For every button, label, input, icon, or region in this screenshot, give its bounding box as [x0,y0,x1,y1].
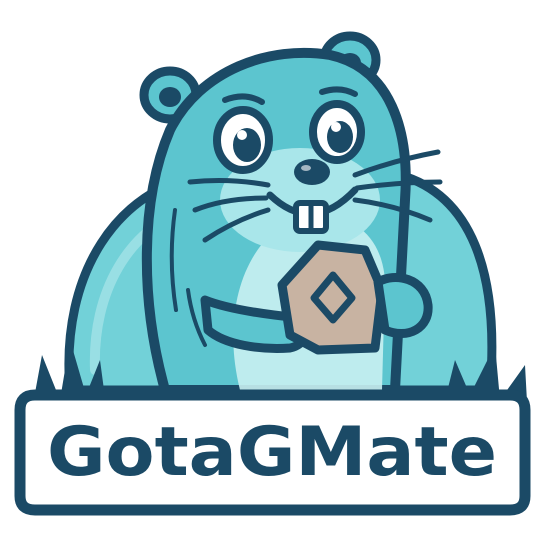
right-arm [373,273,433,339]
name-banner: GotaGMate [14,389,531,516]
gem-tile [277,240,387,355]
whiskers-left [187,178,271,243]
diamond-icon [310,271,356,324]
brand-name: GotaGMate [47,413,497,492]
gopher-mascot [139,31,443,395]
nose [294,159,330,185]
whiskers-right [352,149,443,223]
